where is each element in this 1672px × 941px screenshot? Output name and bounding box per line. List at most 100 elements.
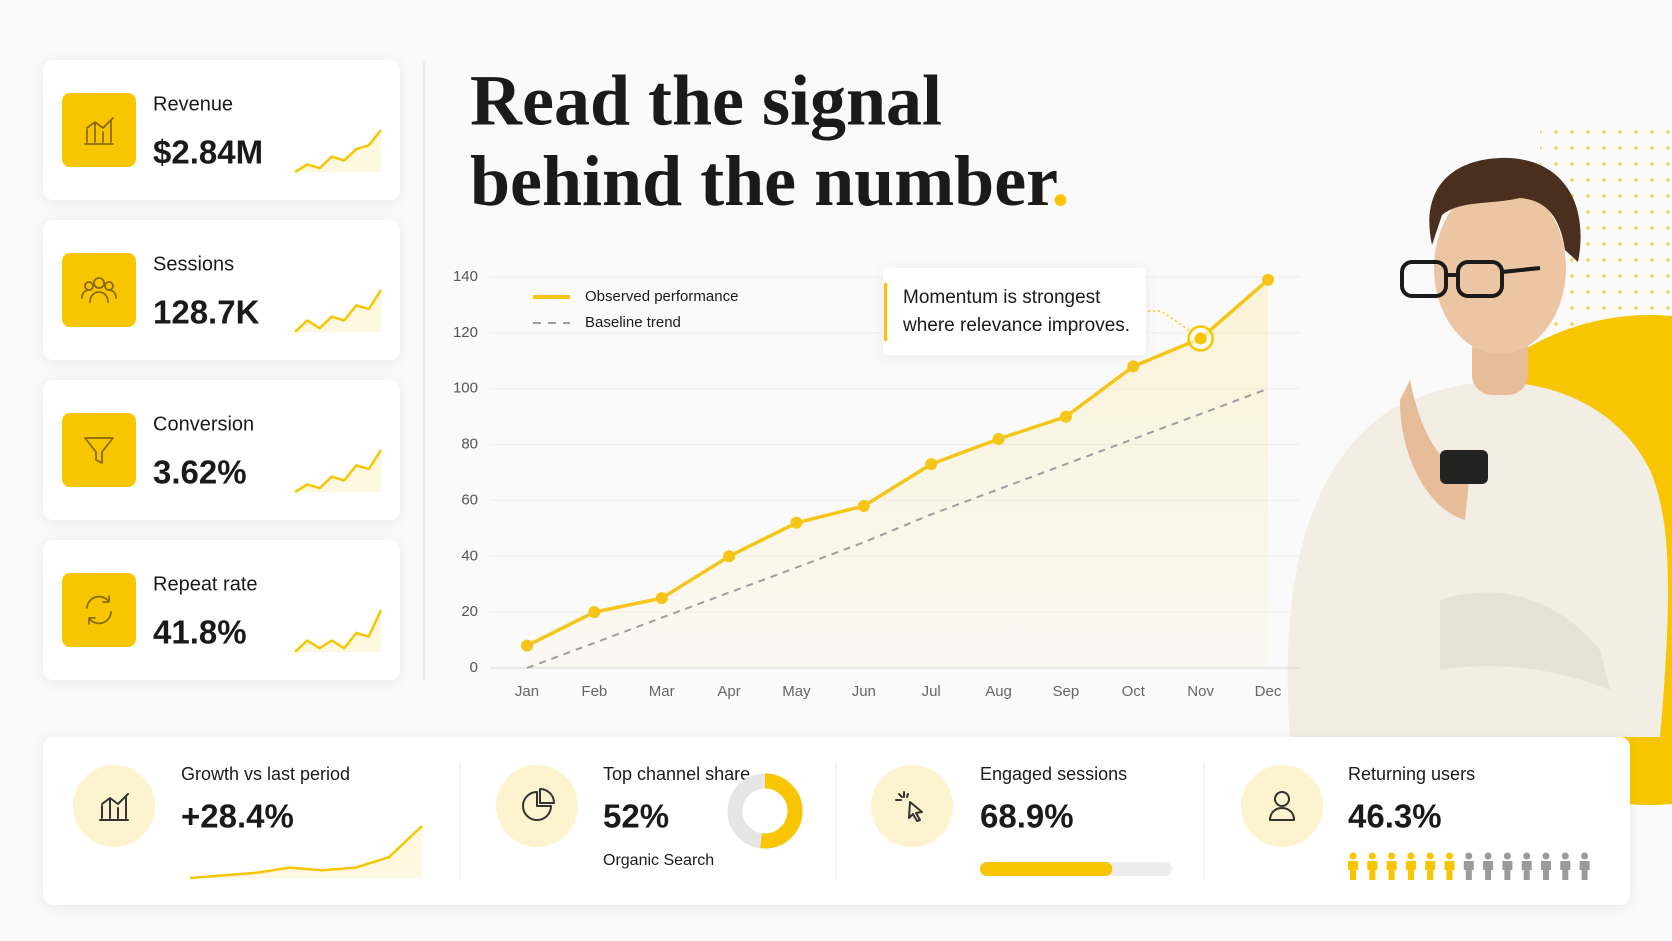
person-icon-body <box>1386 861 1397 880</box>
headline-accent: . <box>1052 141 1070 221</box>
line-series <box>526 278 1270 648</box>
line-point <box>790 516 803 529</box>
stat-icon-bg <box>73 765 155 847</box>
person-icon-body <box>1444 861 1455 880</box>
annotation-text: where relevance improves. <box>902 315 1130 336</box>
kpi-label: Repeat rate <box>153 573 258 595</box>
kpi-icon <box>84 437 114 464</box>
kpi-sparkline-area <box>295 290 381 332</box>
y-tick-label: 120 <box>453 324 478 341</box>
y-tick-label: 140 <box>453 268 478 285</box>
person-icon-head <box>1503 852 1511 860</box>
kpi-icon-box <box>62 93 136 167</box>
kpi-value: 41.8% <box>153 614 247 651</box>
annotation-text: Momentum is strongest <box>903 287 1101 308</box>
stat-icon-bg <box>871 765 953 847</box>
kpi-label: Sessions <box>153 253 234 275</box>
stat-label: Engaged sessions <box>980 764 1127 784</box>
person-icon-head <box>1349 852 1357 860</box>
legend-label: Observed performance <box>585 288 738 305</box>
line-point <box>1127 360 1140 373</box>
headline-text: behind the number <box>470 141 1057 221</box>
kpi-sparkline <box>294 609 383 653</box>
x-tick-label: Jan <box>515 683 539 700</box>
person-icon-head <box>1368 852 1376 860</box>
kpi-icon-box <box>62 253 136 327</box>
kpi-sparkline <box>294 289 383 333</box>
y-tick-label: 100 <box>453 380 478 397</box>
kpi-icon <box>81 277 117 303</box>
person-icon-head <box>1484 852 1492 860</box>
x-tick-label: Oct <box>1122 683 1146 700</box>
headline-line1: Read the signal <box>470 61 942 141</box>
line-point <box>588 606 601 619</box>
stat-label: Top channel share <box>603 764 750 784</box>
line-point <box>857 500 870 513</box>
x-tick-label: Jun <box>852 683 876 700</box>
x-tick-label: Dec <box>1255 683 1282 700</box>
person-icon-head <box>1446 852 1453 860</box>
x-tick-label: Mar <box>649 683 675 700</box>
kpi-sparkline <box>294 129 382 174</box>
person-icon-head <box>1465 852 1473 860</box>
highlight-point <box>1194 332 1207 345</box>
line-point <box>723 550 736 563</box>
stat-label: Returning users <box>1348 764 1475 784</box>
person-icon-head <box>1523 852 1531 860</box>
kpi-value: $2.84M <box>153 134 263 171</box>
kpi-icon <box>86 595 112 625</box>
person-icon-body <box>1502 861 1513 880</box>
kpi-value: 3.62% <box>153 454 247 491</box>
y-tick-label: 0 <box>470 659 478 676</box>
person-icon-body <box>1405 861 1416 880</box>
y-tick-label: 60 <box>461 491 478 508</box>
y-tick-label: 80 <box>461 436 478 453</box>
legend-label: Baseline trend <box>585 314 681 331</box>
line-point <box>655 592 668 605</box>
x-tick-label: Sep <box>1053 683 1080 700</box>
person-icon-body <box>1560 861 1571 880</box>
kpi-icon-box <box>62 573 136 647</box>
person-icon-body <box>1463 861 1474 880</box>
people-icons <box>1348 852 1590 880</box>
person-icon-body <box>1483 861 1494 880</box>
x-tick-label: May <box>782 683 811 700</box>
person-icon-body <box>1348 861 1358 880</box>
stat-value: 46.3% <box>1348 798 1442 835</box>
person-icon-body <box>1367 861 1378 880</box>
person-illustration <box>1287 120 1672 805</box>
donut-arc <box>727 773 803 849</box>
person-icon-body <box>1579 861 1590 880</box>
stat-icon <box>1269 791 1295 821</box>
growth-sparkline <box>189 825 423 880</box>
stat-icon <box>522 788 555 821</box>
x-tick-label: Aug <box>985 683 1012 700</box>
headline-line2: behind the number. <box>470 141 1070 221</box>
person-icon-head <box>1388 852 1396 860</box>
annotation-box <box>883 268 1146 355</box>
kpi-icon-box <box>62 413 136 487</box>
stat-value: 52% <box>603 798 669 835</box>
line-point <box>1059 410 1072 423</box>
y-tick-label: 20 <box>461 603 478 620</box>
kpi-icon <box>84 117 114 145</box>
stat-sublabel: Organic Search <box>603 852 714 869</box>
stat-icon <box>895 791 923 822</box>
person-icon-head <box>1561 852 1569 860</box>
kpi-label: Conversion <box>153 413 254 435</box>
person-icon-body <box>1541 861 1551 880</box>
x-tick-label: Jul <box>922 683 941 700</box>
line-point <box>1262 273 1274 286</box>
kpi-value: 128.7K <box>153 294 260 331</box>
stat-icon <box>99 793 129 821</box>
person-icon-head <box>1407 852 1415 860</box>
person-icon-head <box>1426 852 1434 860</box>
kpi-sparkline-area <box>295 450 381 492</box>
x-tick-label: Apr <box>717 683 740 700</box>
line-point <box>925 458 938 471</box>
kpi-sparkline-area <box>295 610 381 652</box>
progress-fill <box>980 862 1113 876</box>
stat-value: +28.4% <box>181 798 294 835</box>
